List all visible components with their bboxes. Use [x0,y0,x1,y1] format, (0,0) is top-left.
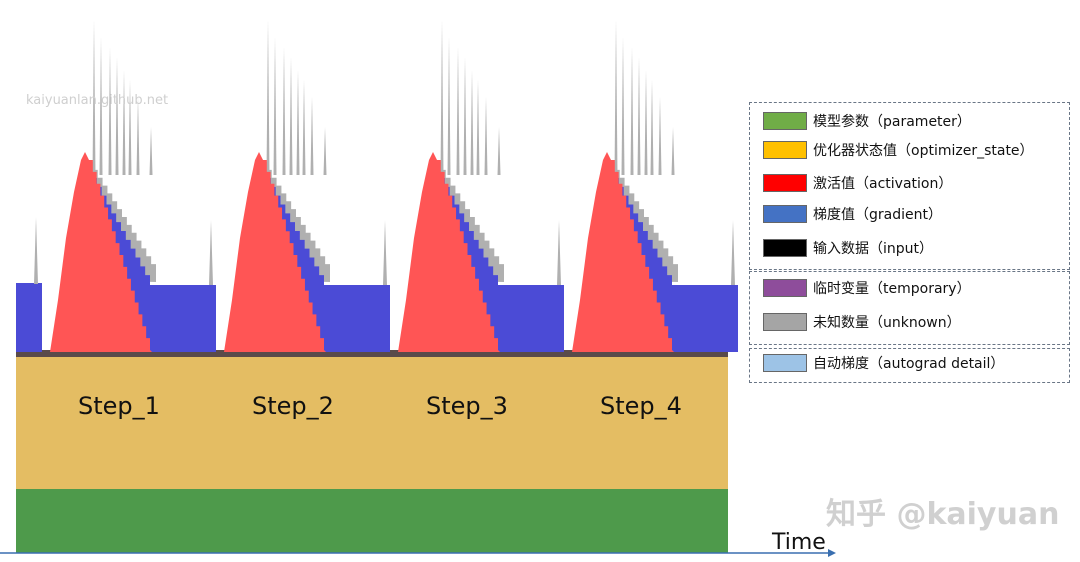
legend-label: 临时变量（temporary） [813,281,971,297]
unknown-spike [658,97,662,175]
time-axis-label: Time [771,530,826,555]
step-label: Step_1 [78,392,160,420]
unknown-spike [637,57,641,175]
unknown-spike [92,20,96,175]
unknown-spike [383,220,387,285]
unknown-spike [209,220,213,285]
legend-item-input: 输入数据（input） [763,237,933,259]
legend-swatch [763,141,807,159]
unknown-spike [440,20,444,175]
step-label: Step_4 [600,392,682,420]
unknown-spike [484,97,488,175]
unknown-spike [128,80,132,175]
unknown-spike [463,57,467,175]
unknown-spike [497,127,501,175]
unknown-spike [108,47,112,175]
unknown-spike [447,37,451,175]
unknown-spike [476,80,480,175]
legend-swatch [763,205,807,223]
legend-label: 激活值（activation） [813,176,953,192]
parameter-layer [16,489,728,553]
legend-item-optimizer-state: 优化器状态值（optimizer_state） [763,139,1034,161]
legend-item-gradient: 梯度值（gradient） [763,203,942,225]
legend-swatch [763,112,807,130]
unknown-spike [470,70,474,175]
unknown-spike [266,20,270,175]
step-label: Step_3 [426,392,508,420]
time-axis-arrow [828,549,836,557]
unknown-spike [630,47,634,175]
unknown-spike [557,220,561,285]
gradient-block-initial [16,283,42,352]
legend-label: 输入数据（input） [813,241,934,257]
unknown-spike [289,57,293,175]
unknown-spike [671,127,675,175]
legend-group-autograd [749,348,1070,383]
steps-group: Step_1 Step_2 Step_3 Step_4 [16,20,738,420]
legend-label: 自动梯度（autograd detail） [813,356,1005,372]
legend-group-other [749,271,1070,345]
unknown-spike [644,70,648,175]
watermark-text: kaiyuanlan.github.net [26,93,168,108]
legend-swatch [763,354,807,372]
unknown-spike [122,70,126,175]
legend-item-activation: 激活值（activation） [763,172,952,194]
unknown-spike [115,57,119,175]
activation-area [50,152,152,352]
unknown-spike [149,127,153,175]
unknown-spike [282,47,286,175]
unknown-spike [614,20,618,175]
legend-swatch [763,279,807,297]
input-layer [16,350,728,357]
unknown-spike [273,37,277,175]
activation-area [224,152,326,352]
legend-label: 未知数量（unknown） [813,315,961,331]
activation-area [572,152,674,352]
unknown-spike [310,97,314,175]
unknown-spike [34,217,38,284]
legend-label: 优化器状态值（optimizer_state） [813,143,1034,159]
unknown-spike [296,70,300,175]
legend-swatch [763,239,807,257]
legend-swatch [763,174,807,192]
legend-label: 模型参数（parameter） [813,114,971,130]
unknown-spike [323,127,327,175]
unknown-spike [650,80,654,175]
unknown-spike [731,220,735,285]
unknown-spike [621,37,625,175]
step-label: Step_2 [252,392,334,420]
optimizer-state-layer [16,357,728,489]
activation-area [398,152,500,352]
legend-label: 梯度值（gradient） [813,207,942,223]
legend-item-temporary: 临时变量（temporary） [763,277,971,299]
unknown-spike [302,80,306,175]
legend-swatch [763,313,807,331]
legend-group-main [749,102,1070,270]
unknown-spike [136,97,140,175]
credit-watermark: 知乎 @kaiyuan [826,497,1059,532]
unknown-spike [99,37,103,175]
legend: 模型参数（parameter） 优化器状态值（optimizer_state） … [749,102,1070,384]
legend-item-autograd-detail: 自动梯度（autograd detail） [763,352,1004,374]
unknown-spike [456,47,460,175]
legend-item-unknown: 未知数量（unknown） [763,311,961,333]
legend-item-parameter: 模型参数（parameter） [763,110,971,132]
